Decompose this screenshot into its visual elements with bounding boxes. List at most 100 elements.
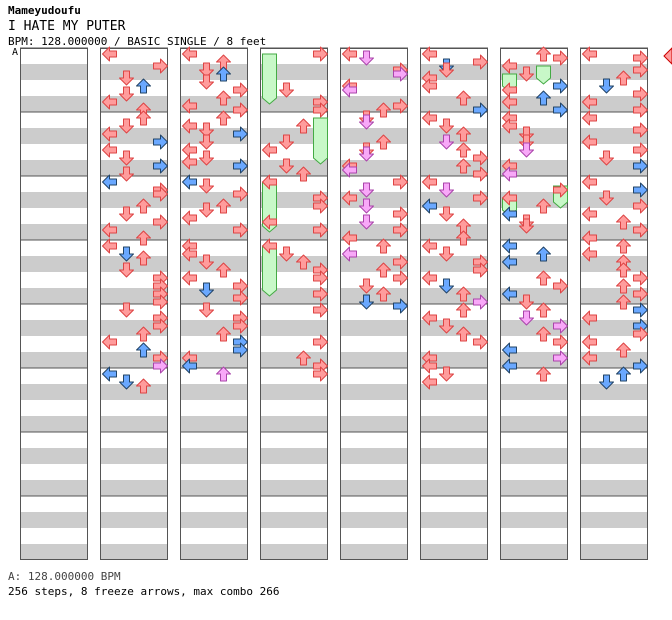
right-arrow-note — [313, 46, 328, 62]
left-arrow-note — [502, 190, 517, 206]
right-arrow-note — [233, 158, 248, 174]
up-arrow-note — [376, 238, 391, 254]
left-arrow-note — [342, 230, 357, 246]
up-arrow-note — [456, 142, 471, 158]
left-arrow-note — [102, 94, 117, 110]
song-title: I HATE MY PUTER — [8, 19, 126, 34]
up-arrow-note — [296, 166, 311, 182]
up-arrow-note — [216, 366, 231, 382]
left-arrow-note — [422, 270, 437, 286]
down-arrow-note — [119, 86, 134, 102]
right-arrow-note — [553, 102, 568, 118]
up-arrow-note — [136, 378, 151, 394]
left-arrow-note — [582, 230, 597, 246]
up-arrow-note — [456, 326, 471, 342]
left-arrow-note — [582, 174, 597, 190]
left-arrow-note — [582, 334, 597, 350]
up-arrow-note — [136, 78, 151, 94]
down-arrow-note — [199, 134, 214, 150]
right-arrow-note — [393, 222, 408, 238]
chart-column — [500, 47, 568, 560]
up-arrow-note — [296, 118, 311, 134]
up-arrow-note — [136, 342, 151, 358]
down-arrow-note — [119, 302, 134, 318]
down-arrow-note — [119, 262, 134, 278]
right-arrow-note — [473, 334, 488, 350]
left-arrow-note — [502, 118, 517, 134]
down-arrow-note — [199, 202, 214, 218]
chart-columns — [20, 47, 648, 560]
right-arrow-note — [633, 102, 648, 118]
right-arrow-note — [233, 222, 248, 238]
down-arrow-note — [359, 294, 374, 310]
left-arrow-note — [262, 174, 277, 190]
bpm-marker: A — [12, 47, 19, 58]
up-arrow-note — [216, 198, 231, 214]
left-arrow-note — [502, 58, 517, 74]
right-arrow-note — [393, 254, 408, 270]
left-arrow-note — [422, 174, 437, 190]
left-arrow-note — [422, 110, 437, 126]
up-arrow-note — [136, 198, 151, 214]
chart-column — [340, 47, 408, 560]
note-layer — [102, 46, 648, 394]
down-arrow-note — [199, 254, 214, 270]
right-arrow-note — [233, 342, 248, 358]
left-arrow-note — [582, 246, 597, 262]
down-arrow-note — [439, 366, 454, 382]
up-arrow-note — [616, 278, 631, 294]
up-arrow-note — [216, 326, 231, 342]
left-arrow-note — [502, 94, 517, 110]
left-arrow-note — [582, 134, 597, 150]
down-arrow-note — [199, 62, 214, 78]
left-arrow-note — [502, 286, 517, 302]
down-arrow-note — [279, 82, 294, 98]
left-arrow-note — [182, 210, 197, 226]
up-arrow-note — [536, 366, 551, 382]
up-arrow-note — [216, 110, 231, 126]
right-arrow-note — [313, 286, 328, 302]
artist-name: Mameyudoufu — [8, 4, 81, 17]
right-arrow-note — [313, 302, 328, 318]
up-arrow-note — [376, 262, 391, 278]
left-arrow-note — [422, 46, 437, 62]
down-arrow-note — [279, 246, 294, 262]
right-arrow-note — [633, 286, 648, 302]
left-arrow-note — [102, 366, 117, 382]
down-arrow-note — [439, 206, 454, 222]
right-arrow-note — [313, 222, 328, 238]
right-arrow-note — [153, 294, 168, 310]
left-arrow-note — [182, 46, 197, 62]
chart-column — [580, 47, 648, 560]
down-arrow-note — [359, 182, 374, 198]
up-arrow-note — [536, 326, 551, 342]
right-arrow-note — [313, 198, 328, 214]
right-arrow-note — [553, 318, 568, 334]
chart-column — [180, 47, 248, 560]
up-arrow-note — [536, 246, 551, 262]
down-arrow-note — [199, 178, 214, 194]
left-arrow-note — [262, 238, 277, 254]
down-arrow-note — [199, 302, 214, 318]
left-arrow-note — [502, 342, 517, 358]
left-arrow-note — [102, 334, 117, 350]
right-arrow-note — [553, 50, 568, 66]
right-arrow-note — [393, 270, 408, 286]
right-arrow-note — [553, 78, 568, 94]
right-arrow-note — [633, 222, 648, 238]
up-arrow-note — [536, 302, 551, 318]
left-arrow-note — [582, 310, 597, 326]
left-arrow-note — [182, 98, 197, 114]
up-arrow-note — [216, 262, 231, 278]
left-arrow-note — [102, 126, 117, 142]
left-arrow-note — [502, 206, 517, 222]
right-arrow-note — [393, 174, 408, 190]
left-arrow-note — [342, 46, 357, 62]
right-arrow-note — [473, 54, 488, 70]
left-arrow-note — [102, 46, 117, 62]
right-arrow-note — [553, 350, 568, 366]
down-arrow-note — [439, 278, 454, 294]
left-arrow-note — [182, 154, 197, 170]
left-arrow-note — [342, 82, 357, 98]
up-arrow-note — [376, 286, 391, 302]
